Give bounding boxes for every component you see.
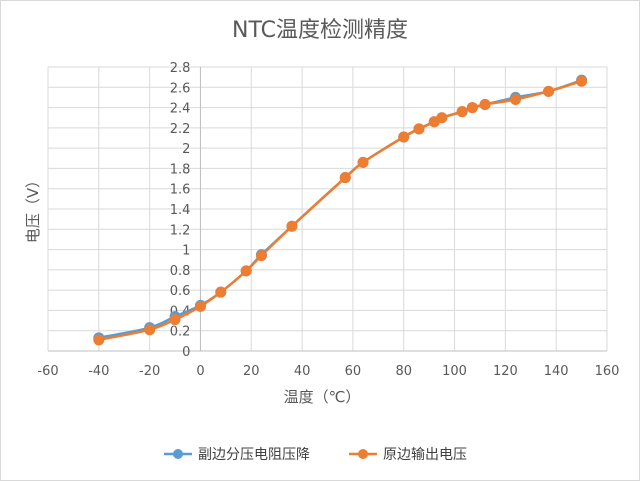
y-tick-label-14: 2.8 bbox=[170, 61, 191, 76]
x-tick-label-4: 20 bbox=[243, 364, 260, 379]
legend-item-1: 原边输出电压 bbox=[349, 447, 467, 463]
x-tick-label-2: -20 bbox=[139, 364, 160, 379]
series-1-point-6 bbox=[255, 250, 267, 262]
series-1-point-4 bbox=[215, 286, 227, 298]
legend-marker-0 bbox=[173, 449, 183, 459]
series-1-point-3 bbox=[194, 300, 206, 312]
x-tick-label-8: 100 bbox=[442, 364, 467, 379]
y-tick-label-8: 1.6 bbox=[170, 183, 191, 198]
series-1-point-19 bbox=[576, 75, 588, 87]
series-1 bbox=[93, 75, 588, 346]
x-tick-label-1: -40 bbox=[88, 364, 109, 379]
y-tick-label-11: 2.2 bbox=[170, 122, 191, 137]
x-tick-label-9: 120 bbox=[493, 364, 518, 379]
x-tick-label-6: 60 bbox=[345, 364, 362, 379]
series-1-point-8 bbox=[339, 172, 351, 184]
y-tick-label-1: 0.2 bbox=[170, 325, 191, 340]
series-1-point-0 bbox=[93, 334, 105, 346]
y-tick-labels: 00.20.40.60.811.21.41.61.822.22.42.62.8 bbox=[170, 61, 191, 360]
legend-item-0: 副边分压电阻压降 bbox=[164, 447, 310, 463]
legend-label-1: 原边输出电压 bbox=[383, 447, 467, 463]
series-1-point-9 bbox=[357, 156, 369, 168]
x-tick-label-0: -60 bbox=[37, 364, 58, 379]
x-tick-label-5: 40 bbox=[294, 364, 311, 379]
series-1-point-14 bbox=[456, 106, 468, 118]
y-tick-label-0: 0 bbox=[182, 345, 190, 360]
grid-lines bbox=[47, 66, 608, 352]
y-tick-label-12: 2.4 bbox=[170, 102, 191, 117]
legend-label-0: 副边分压电阻压降 bbox=[198, 447, 310, 463]
series-1-point-2 bbox=[169, 314, 181, 326]
series-1-point-15 bbox=[466, 102, 478, 114]
series-1-point-10 bbox=[398, 131, 410, 143]
x-tick-label-10: 140 bbox=[544, 364, 569, 379]
chart-title: NTC温度检测精度 bbox=[232, 18, 408, 43]
x-tick-label-11: 160 bbox=[595, 364, 620, 379]
y-tick-label-3: 0.6 bbox=[170, 284, 191, 299]
y-axis-label: 电压（V） bbox=[24, 173, 42, 243]
series-1-point-1 bbox=[144, 324, 156, 336]
y-tick-label-6: 1.2 bbox=[170, 223, 191, 238]
series-1-point-13 bbox=[436, 112, 448, 124]
series-group bbox=[93, 74, 588, 346]
y-tick-label-10: 2 bbox=[182, 142, 190, 157]
y-tick-label-5: 1 bbox=[182, 244, 190, 259]
y-tick-label-13: 2.6 bbox=[170, 81, 191, 96]
y-tick-label-7: 1.4 bbox=[170, 203, 191, 218]
series-1-point-5 bbox=[240, 265, 252, 277]
legend: 副边分压电阻压降 原边输出电压 bbox=[164, 447, 467, 463]
x-axis-label: 温度（℃） bbox=[284, 388, 361, 406]
x-tick-labels: -60 -40 -20 0 20 40 60 80 100 120 140 160 bbox=[37, 364, 619, 379]
x-tick-label-7: 80 bbox=[395, 364, 412, 379]
series-1-point-17 bbox=[510, 93, 522, 105]
series-1-point-7 bbox=[286, 220, 298, 232]
y-tick-label-9: 1.8 bbox=[170, 162, 191, 177]
series-1-point-11 bbox=[413, 123, 425, 135]
x-tick-label-3: 0 bbox=[196, 364, 204, 379]
y-tick-label-4: 0.8 bbox=[170, 264, 191, 279]
series-1-point-16 bbox=[479, 99, 491, 111]
legend-marker-1 bbox=[358, 449, 368, 459]
series-1-point-18 bbox=[543, 85, 555, 97]
